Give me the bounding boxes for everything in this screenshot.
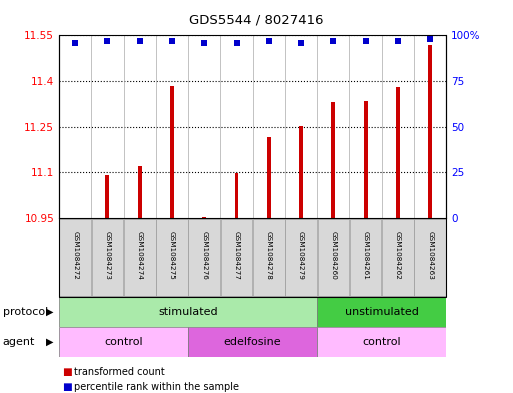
Bar [331, 102, 336, 218]
Text: transformed count: transformed count [74, 367, 165, 377]
Bar [202, 217, 206, 218]
Point [135, 38, 144, 44]
Bar [415, 219, 446, 296]
Bar [188, 327, 317, 357]
Point [362, 38, 370, 44]
Text: GSM1084279: GSM1084279 [298, 231, 304, 280]
Text: edelfosine: edelfosine [224, 337, 282, 347]
Text: GSM1084274: GSM1084274 [136, 231, 143, 280]
Point [200, 40, 208, 46]
Bar [428, 44, 432, 218]
Bar [285, 219, 317, 296]
Bar [106, 174, 109, 218]
Text: ▶: ▶ [46, 337, 53, 347]
Bar [234, 173, 239, 218]
Text: GSM1084275: GSM1084275 [169, 231, 175, 280]
Text: ■: ■ [62, 382, 71, 392]
Text: percentile rank within the sample: percentile rank within the sample [74, 382, 240, 392]
Bar [60, 219, 91, 296]
Bar [350, 219, 382, 296]
Bar [92, 219, 123, 296]
Text: GSM1084273: GSM1084273 [105, 231, 110, 280]
Point [329, 38, 338, 44]
Bar [73, 217, 77, 218]
Point [394, 38, 402, 44]
Point [426, 36, 435, 42]
Text: GSM1084263: GSM1084263 [427, 231, 433, 280]
Text: GSM1084261: GSM1084261 [363, 231, 369, 280]
Bar [318, 219, 349, 296]
Text: unstimulated: unstimulated [345, 307, 419, 317]
Bar [124, 219, 155, 296]
Point [103, 38, 111, 44]
Point [168, 38, 176, 44]
Bar [138, 166, 142, 218]
Text: GSM1084276: GSM1084276 [201, 231, 207, 280]
Point [265, 38, 273, 44]
Text: ▶: ▶ [46, 307, 53, 317]
Bar [59, 327, 188, 357]
Text: control: control [104, 337, 143, 347]
Text: GSM1084260: GSM1084260 [330, 231, 337, 280]
Point [71, 40, 79, 46]
Text: GSM1084262: GSM1084262 [395, 231, 401, 280]
Point [232, 40, 241, 46]
Text: GSM1084272: GSM1084272 [72, 231, 78, 280]
Text: GSM1084278: GSM1084278 [266, 231, 272, 280]
Bar [188, 219, 220, 296]
Bar [364, 101, 367, 218]
Bar [170, 86, 174, 218]
Bar [299, 126, 303, 218]
Point [297, 40, 305, 46]
Bar [156, 219, 188, 296]
Text: GSM1084277: GSM1084277 [233, 231, 240, 280]
Text: stimulated: stimulated [159, 307, 218, 317]
Bar [59, 297, 317, 327]
Bar [317, 327, 446, 357]
Bar [317, 297, 446, 327]
Bar [221, 219, 252, 296]
Text: agent: agent [3, 337, 35, 347]
Bar [396, 87, 400, 218]
Text: protocol: protocol [3, 307, 48, 317]
Bar [382, 219, 413, 296]
Bar [267, 138, 271, 218]
Text: ■: ■ [62, 367, 71, 377]
Bar [253, 219, 285, 296]
Text: control: control [363, 337, 401, 347]
Text: GDS5544 / 8027416: GDS5544 / 8027416 [189, 14, 324, 27]
